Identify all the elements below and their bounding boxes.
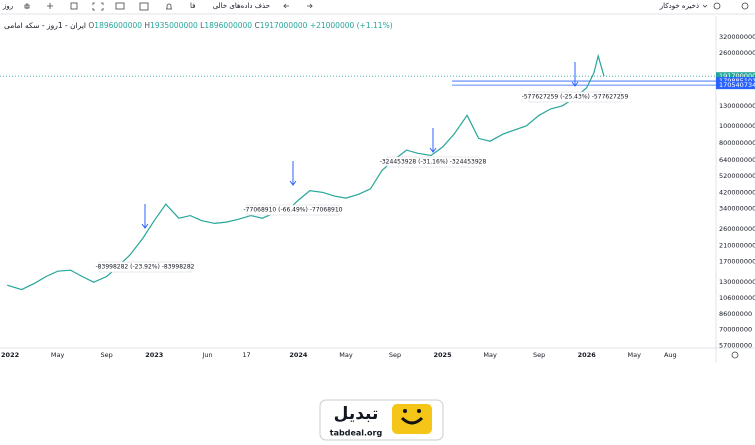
interval-button[interactable]: روز: [2, 2, 13, 10]
y-tick-label: 260000000: [719, 225, 755, 233]
y-tick-label: 1300000000: [719, 102, 755, 110]
autosave-caret[interactable]: [702, 4, 708, 8]
change: +21000000 (+1.11%): [309, 21, 393, 30]
y-tick-label: 57000000: [719, 341, 752, 349]
x-tick-label: Aug: [664, 351, 677, 359]
settings-icon[interactable]: [741, 2, 749, 10]
x-tick-label: May: [339, 351, 353, 359]
y-tick-label: 130000000: [719, 278, 755, 286]
remove-empty-button[interactable]: حذف داده‌های خالی: [213, 2, 270, 10]
arrow-head: [141, 223, 149, 229]
clock-icon[interactable]: [713, 2, 721, 10]
logo-name: تبدیل: [334, 404, 379, 424]
y-tick-label: 520000000: [719, 172, 755, 180]
ohlc-label: H: [144, 21, 151, 30]
toolbar-icons: [24, 2, 749, 359]
autosave-button[interactable]: ذخیره خودکار: [659, 2, 699, 10]
price-label-box: [716, 77, 755, 86]
annotation: -577627259 (-25.43%) -577627259: [522, 94, 629, 101]
annotation-box: [98, 261, 192, 273]
price-line-series: [7, 53, 605, 291]
axis-settings[interactable]: [731, 351, 739, 359]
price-label: 1705407340: [719, 81, 755, 89]
camera-icon[interactable]: [115, 2, 125, 10]
x-tick-label: 2022: [1, 351, 19, 359]
x-tick-label: Sep: [101, 351, 113, 359]
y-tick-label: 1000000000: [719, 122, 755, 130]
layout-icon[interactable]: [70, 2, 78, 10]
panel-icon[interactable]: [139, 2, 149, 11]
y-tick-label: 340000000: [719, 205, 755, 213]
y-tick-label: 2600000000: [719, 49, 755, 57]
price-label: 1798851017: [719, 77, 755, 85]
x-tick-label: 2025: [434, 351, 453, 359]
x-tick-label: 2023: [145, 351, 163, 359]
ohlc-value: 1917000000: [259, 21, 308, 30]
y-tick-label: 210000000: [719, 241, 755, 249]
ohlc-label: C: [254, 21, 260, 30]
y-tick-label: 106000000: [719, 294, 755, 302]
arrow-head: [429, 147, 437, 153]
annotation: -324453928 (-31.16%) -324453928: [380, 159, 487, 166]
y-tick-label: 640000000: [719, 156, 755, 164]
x-tick-label: May: [51, 351, 65, 359]
y-tick-label: 170000000: [719, 258, 755, 266]
price-label-box: [716, 72, 755, 81]
logo-eye: [403, 409, 407, 413]
logo-icon: [392, 404, 432, 434]
y-tick-label: 420000000: [719, 188, 755, 196]
annotation: -83998282 (-23.92%) -83998282: [96, 264, 195, 271]
ohlc-label: O: [88, 21, 95, 30]
language-button[interactable]: فا: [190, 2, 195, 10]
y-tick-label: 86000000: [719, 310, 752, 318]
price-label: 1917000000: [719, 72, 755, 80]
x-tick-label: May: [483, 351, 497, 359]
logo-smile: [400, 416, 424, 425]
ohlc-label: L: [200, 21, 205, 30]
x-tick-label: Sep: [533, 351, 545, 359]
ohlc-value: 1896000000: [204, 21, 253, 30]
symbol-title: ایران - 1روز - سکه امامی: [4, 21, 86, 30]
x-tick-label: Sep: [389, 351, 401, 359]
price-label-box: [716, 81, 755, 90]
undo-icon[interactable]: [283, 3, 289, 9]
fullscreen-icon[interactable]: [92, 2, 104, 11]
x-tick-label: Jun: [202, 351, 213, 359]
annotation: -77068910 (-66.49%) -77068910: [244, 207, 343, 214]
candle-icon[interactable]: [24, 3, 30, 9]
y-tick-label: 3200000000: [719, 33, 755, 41]
logo-site: tabdeal.org: [330, 429, 383, 438]
ohlc: O1896000000 H1935000000 L1896000000 C191…: [88, 21, 309, 30]
logo-eye: [417, 409, 421, 413]
annotation-box: [528, 91, 622, 103]
alert-icon[interactable]: [166, 3, 172, 10]
x-tick-label: 2024: [289, 351, 308, 359]
indicator-icon[interactable]: [47, 3, 53, 9]
annotation-box: [246, 204, 340, 216]
arrow-head: [571, 81, 579, 87]
y-tick-label: 800000000: [719, 139, 755, 147]
arrow-head: [289, 180, 297, 186]
ohlc-value: 1896000000: [94, 21, 143, 30]
redo-icon[interactable]: [307, 3, 313, 9]
ohlc-value: 1935000000: [150, 21, 198, 30]
legend-header: ایران - 1روز - سکه امامی O1896000000 H19…: [4, 21, 393, 30]
annotation-box: [386, 156, 480, 168]
x-tick-label: 17: [242, 351, 250, 359]
y-tick-label: 70000000: [719, 326, 752, 334]
x-tick-label: 2026: [578, 351, 597, 359]
x-tick-label: May: [628, 351, 642, 359]
